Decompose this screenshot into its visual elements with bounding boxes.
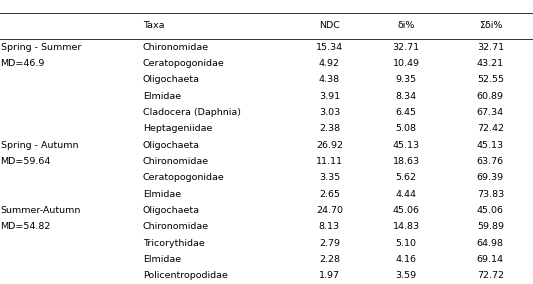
Text: 14.83: 14.83	[393, 222, 419, 231]
Text: Oligochaeta: Oligochaeta	[143, 206, 200, 215]
Text: 59.89: 59.89	[477, 222, 504, 231]
Text: Chironomidae: Chironomidae	[143, 43, 209, 52]
Text: 63.76: 63.76	[477, 157, 504, 166]
Text: Oligochaeta: Oligochaeta	[143, 75, 200, 84]
Text: Σδi%: Σδi%	[479, 21, 502, 30]
Text: 73.83: 73.83	[477, 189, 504, 199]
Text: Chironomidae: Chironomidae	[143, 222, 209, 231]
Text: NDC: NDC	[319, 21, 340, 30]
Text: 3.03: 3.03	[319, 108, 340, 117]
Text: 72.72: 72.72	[477, 271, 504, 280]
Text: 5.62: 5.62	[395, 173, 417, 182]
Text: Spring - Autumn: Spring - Autumn	[1, 141, 78, 150]
Text: Elmidae: Elmidae	[143, 91, 181, 101]
Text: MD=54.82: MD=54.82	[1, 222, 51, 231]
Text: Elmidae: Elmidae	[143, 189, 181, 199]
Text: MD=46.9: MD=46.9	[1, 59, 45, 68]
Text: Oligochaeta: Oligochaeta	[143, 141, 200, 150]
Text: 8.34: 8.34	[395, 91, 417, 101]
Text: 18.63: 18.63	[393, 157, 419, 166]
Text: 10.49: 10.49	[393, 59, 419, 68]
Text: 15.34: 15.34	[316, 43, 343, 52]
Text: Summer-Autumn: Summer-Autumn	[1, 206, 81, 215]
Text: Taxa: Taxa	[143, 21, 164, 30]
Text: 2.38: 2.38	[319, 124, 340, 133]
Text: 2.28: 2.28	[319, 255, 340, 264]
Text: δi%: δi%	[398, 21, 415, 30]
Text: 64.98: 64.98	[477, 239, 504, 248]
Text: 8.13: 8.13	[319, 222, 340, 231]
Text: 4.44: 4.44	[395, 189, 417, 199]
Text: Tricorythidae: Tricorythidae	[143, 239, 205, 248]
Text: 45.06: 45.06	[393, 206, 419, 215]
Text: 2.65: 2.65	[319, 189, 340, 199]
Text: 4.16: 4.16	[395, 255, 417, 264]
Text: 69.39: 69.39	[477, 173, 504, 182]
Text: Cladocera (Daphnia): Cladocera (Daphnia)	[143, 108, 241, 117]
Text: 52.55: 52.55	[477, 75, 504, 84]
Text: 32.71: 32.71	[477, 43, 504, 52]
Text: 3.59: 3.59	[395, 271, 417, 280]
Text: 9.35: 9.35	[395, 75, 417, 84]
Text: 60.89: 60.89	[477, 91, 504, 101]
Text: Chironomidae: Chironomidae	[143, 157, 209, 166]
Text: 43.21: 43.21	[477, 59, 504, 68]
Text: 11.11: 11.11	[316, 157, 343, 166]
Text: 4.92: 4.92	[319, 59, 340, 68]
Text: Heptageniidae: Heptageniidae	[143, 124, 212, 133]
Text: Elmidae: Elmidae	[143, 255, 181, 264]
Text: Ceratopogonidae: Ceratopogonidae	[143, 173, 224, 182]
Text: 3.35: 3.35	[319, 173, 340, 182]
Text: 6.45: 6.45	[395, 108, 417, 117]
Text: MD=59.64: MD=59.64	[1, 157, 51, 166]
Text: 67.34: 67.34	[477, 108, 504, 117]
Text: Spring - Summer: Spring - Summer	[1, 43, 81, 52]
Text: 45.13: 45.13	[393, 141, 419, 150]
Text: 32.71: 32.71	[393, 43, 419, 52]
Text: 2.79: 2.79	[319, 239, 340, 248]
Text: 26.92: 26.92	[316, 141, 343, 150]
Text: Ceratopogonidae: Ceratopogonidae	[143, 59, 224, 68]
Text: 1.97: 1.97	[319, 271, 340, 280]
Text: 5.08: 5.08	[395, 124, 417, 133]
Text: Policentropodidae: Policentropodidae	[143, 271, 228, 280]
Text: 5.10: 5.10	[395, 239, 417, 248]
Text: 72.42: 72.42	[477, 124, 504, 133]
Text: 69.14: 69.14	[477, 255, 504, 264]
Text: 4.38: 4.38	[319, 75, 340, 84]
Text: 3.91: 3.91	[319, 91, 340, 101]
Text: 45.13: 45.13	[477, 141, 504, 150]
Text: 45.06: 45.06	[477, 206, 504, 215]
Text: 24.70: 24.70	[316, 206, 343, 215]
